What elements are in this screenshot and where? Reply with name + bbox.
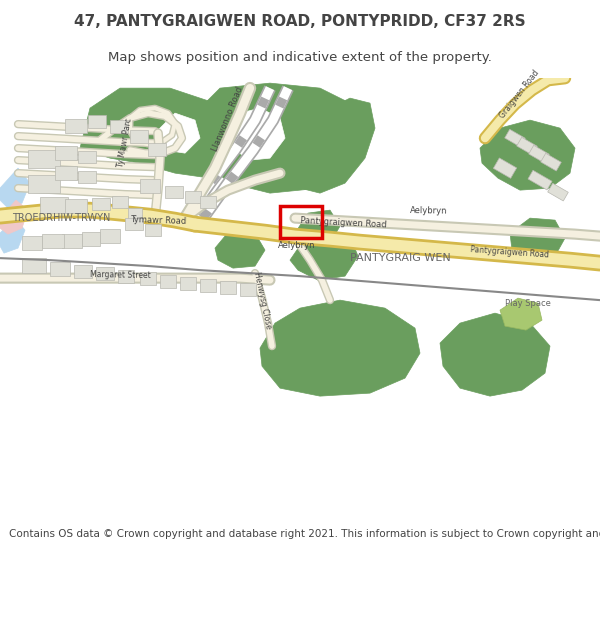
Polygon shape: [0, 168, 30, 208]
Bar: [22, 258, 46, 273]
Bar: [65, 119, 87, 133]
Polygon shape: [480, 120, 575, 190]
Bar: [65, 199, 87, 213]
Polygon shape: [510, 218, 565, 260]
Bar: [62, 234, 82, 248]
Polygon shape: [440, 313, 550, 396]
Text: Tymawr Road: Tymawr Road: [130, 214, 187, 226]
Text: 47, PANTYGRAIGWEN ROAD, PONTYPRIDD, CF37 2RS: 47, PANTYGRAIGWEN ROAD, PONTYPRIDD, CF37…: [74, 14, 526, 29]
Bar: [40, 197, 68, 213]
Text: TROEDRHIW-TRWYN: TROEDRHIW-TRWYN: [12, 213, 110, 223]
Bar: [125, 218, 143, 230]
Bar: [28, 150, 60, 168]
Bar: [493, 158, 517, 178]
Text: Ty Mawr Parc: Ty Mawr Parc: [116, 118, 134, 169]
Bar: [110, 120, 128, 133]
Bar: [220, 281, 236, 294]
Bar: [78, 151, 96, 163]
Polygon shape: [195, 83, 370, 193]
Bar: [505, 129, 525, 147]
Bar: [240, 283, 256, 296]
Bar: [55, 146, 77, 160]
Bar: [50, 262, 70, 276]
Text: Llanwonno Road: Llanwonno Road: [211, 86, 245, 153]
Bar: [148, 143, 166, 156]
Bar: [529, 145, 549, 163]
Bar: [82, 232, 100, 246]
Bar: [541, 153, 561, 171]
Bar: [200, 279, 216, 292]
Polygon shape: [80, 88, 250, 178]
Bar: [140, 179, 160, 193]
Text: Aelybryn: Aelybryn: [410, 206, 448, 216]
Bar: [100, 229, 120, 243]
Text: Map shows position and indicative extent of the property.: Map shows position and indicative extent…: [108, 51, 492, 64]
Bar: [140, 272, 156, 285]
Polygon shape: [295, 210, 340, 248]
Polygon shape: [260, 300, 420, 396]
Text: Aelybryn: Aelybryn: [278, 241, 316, 250]
Text: Henwysg Close: Henwysg Close: [251, 271, 272, 329]
Bar: [96, 267, 114, 280]
Bar: [112, 196, 128, 208]
Text: Contains OS data © Crown copyright and database right 2021. This information is : Contains OS data © Crown copyright and d…: [9, 529, 600, 539]
Polygon shape: [0, 200, 28, 234]
Bar: [180, 277, 196, 290]
Bar: [280, 206, 322, 238]
Bar: [55, 166, 77, 180]
Bar: [160, 275, 176, 288]
Text: PANTYGRAIG WEN: PANTYGRAIG WEN: [350, 253, 451, 263]
Polygon shape: [215, 230, 265, 268]
Text: Margaret Street: Margaret Street: [90, 270, 151, 280]
Text: Play Space: Play Space: [505, 299, 551, 308]
Bar: [130, 130, 148, 143]
Bar: [28, 175, 60, 193]
Bar: [92, 198, 110, 210]
Text: Graigwen Road: Graigwen Road: [498, 69, 541, 120]
Polygon shape: [230, 108, 285, 160]
Polygon shape: [155, 113, 200, 153]
Bar: [185, 191, 201, 203]
Bar: [74, 265, 92, 278]
Bar: [78, 171, 96, 183]
Bar: [42, 234, 64, 248]
Bar: [22, 236, 42, 250]
Bar: [128, 208, 142, 220]
Bar: [165, 186, 183, 198]
Bar: [517, 138, 537, 155]
Polygon shape: [300, 98, 375, 193]
Polygon shape: [290, 230, 358, 280]
Bar: [145, 224, 161, 236]
Text: Pantygraigwen Road: Pantygraigwen Road: [300, 216, 387, 229]
Bar: [118, 270, 134, 283]
Polygon shape: [500, 298, 542, 330]
Bar: [88, 115, 106, 128]
Bar: [528, 170, 552, 190]
Bar: [548, 183, 568, 201]
Polygon shape: [0, 218, 25, 253]
Text: Pantygraigwen Road: Pantygraigwen Road: [470, 245, 550, 259]
Bar: [200, 196, 216, 208]
